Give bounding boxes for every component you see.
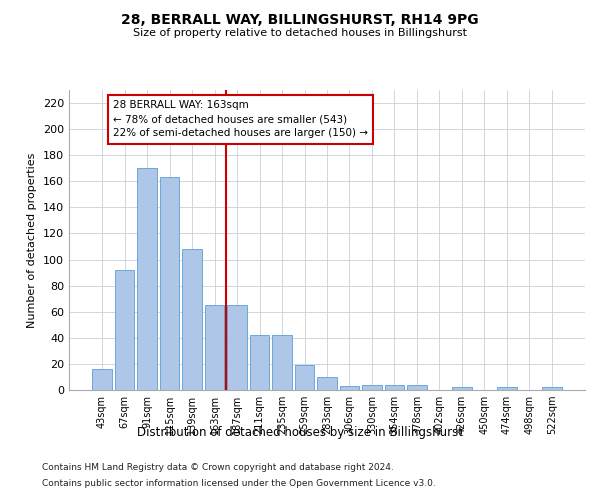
Bar (295, 365, 314, 390)
Bar (272, 335, 292, 390)
Bar (452, 388, 472, 390)
Bar (497, 388, 517, 390)
Text: Contains public sector information licensed under the Open Government Licence v3: Contains public sector information licen… (42, 478, 436, 488)
Bar (205, 305, 224, 390)
Y-axis label: Number of detached properties: Number of detached properties (28, 152, 37, 328)
Bar (92, 369, 112, 390)
Text: 28 BERRALL WAY: 163sqm
← 78% of detached houses are smaller (543)
22% of semi-de: 28 BERRALL WAY: 163sqm ← 78% of detached… (113, 100, 368, 138)
Text: 28, BERRALL WAY, BILLINGSHURST, RH14 9PG: 28, BERRALL WAY, BILLINGSHURST, RH14 9PG (121, 12, 479, 26)
Bar (407, 385, 427, 390)
Bar (250, 335, 269, 390)
Bar (115, 270, 134, 390)
Bar (385, 385, 404, 390)
Bar (340, 386, 359, 390)
Bar (227, 305, 247, 390)
Bar (362, 385, 382, 390)
Bar (160, 178, 179, 390)
Text: Contains HM Land Registry data © Crown copyright and database right 2024.: Contains HM Land Registry data © Crown c… (42, 464, 394, 472)
Bar (182, 249, 202, 390)
Bar (542, 388, 562, 390)
Text: Distribution of detached houses by size in Billingshurst: Distribution of detached houses by size … (137, 426, 463, 439)
Bar (317, 377, 337, 390)
Bar (137, 168, 157, 390)
Text: Size of property relative to detached houses in Billingshurst: Size of property relative to detached ho… (133, 28, 467, 38)
